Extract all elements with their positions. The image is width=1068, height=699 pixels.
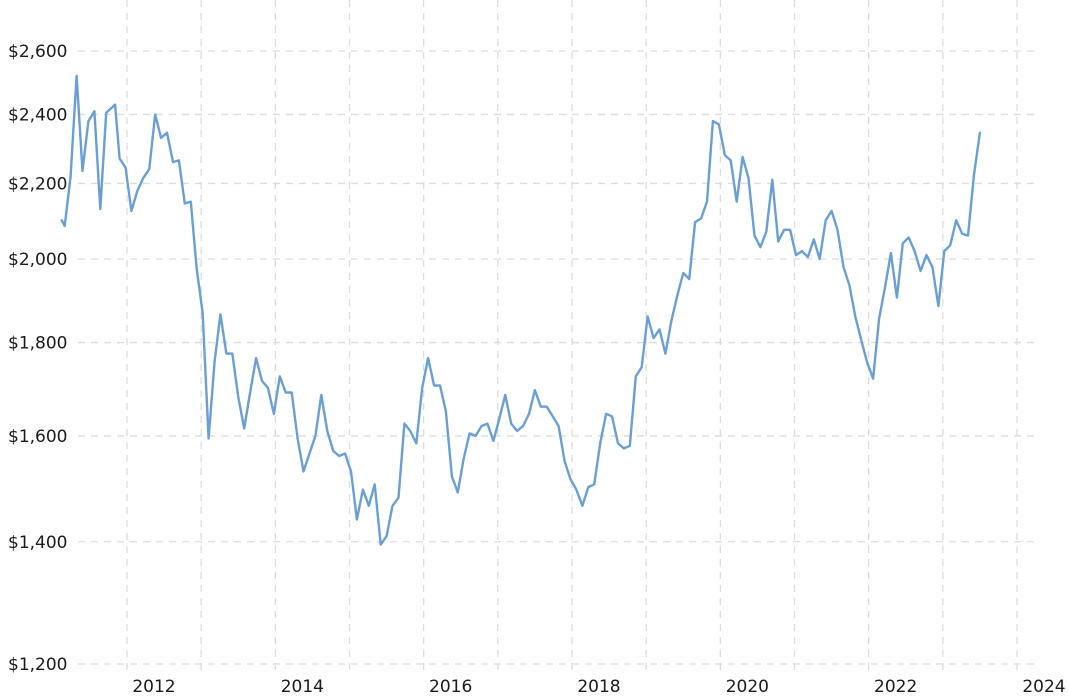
x-tick-label: 2014 <box>281 677 324 697</box>
x-tick-label: 2012 <box>132 677 175 697</box>
x-tick-label: 2022 <box>874 677 917 697</box>
series-layer <box>60 74 982 546</box>
y-tick-label: $2,600 <box>8 42 67 62</box>
y-tick-label: $1,600 <box>8 427 67 447</box>
x-tick-label: 2024 <box>1022 677 1065 697</box>
y-tick-label: $2,200 <box>8 174 67 194</box>
y-axis-tick-labels: $1,200 $1,400 $1,600 $1,800 $2,000 $2,200 $2,4… <box>8 42 67 675</box>
x-tick-label: 2020 <box>726 677 769 697</box>
y-tick-label: $1,800 <box>8 334 67 354</box>
y-tick-label: $2,000 <box>8 250 67 270</box>
x-tick-label: 2018 <box>577 677 620 697</box>
y-tick-label: $1,200 <box>8 655 67 675</box>
x-axis-tick-labels: 2012 2014 2016 2018 2020 2022 2024 <box>132 677 1065 697</box>
series-line <box>60 74 982 546</box>
grid-lines <box>78 0 1035 676</box>
y-tick-label: $2,400 <box>8 105 67 125</box>
x-tick-label: 2016 <box>429 677 472 697</box>
y-tick-label: $1,400 <box>8 533 67 553</box>
